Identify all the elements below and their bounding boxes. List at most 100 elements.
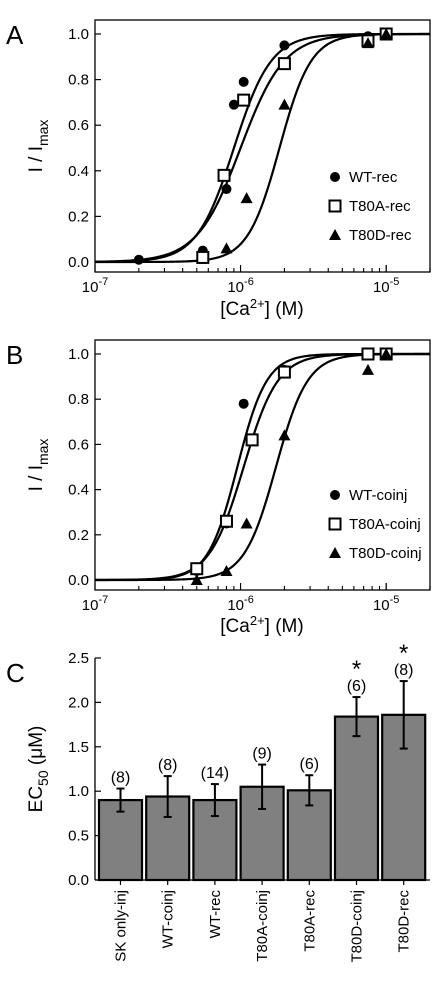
- n-label: (8): [394, 662, 414, 679]
- legend-label: T80D-rec: [349, 227, 412, 244]
- legend-marker: [330, 172, 340, 182]
- data-point: [133, 254, 144, 265]
- y-tick-label: 0.8: [68, 72, 89, 89]
- data-point: [221, 184, 232, 195]
- category-label: SK only-inj: [113, 890, 130, 962]
- n-label: (8): [158, 757, 178, 774]
- panel-c-y-axis: 0.0 0.5 1.0 1.5 2.0 2.5: [68, 650, 101, 889]
- panel-b-y-axis: 0.0 0.2 0.4 0.6 0.8 1.0: [68, 346, 101, 589]
- panel-b-legend: WT-coinj T80A-coinj T80D-coinj: [328, 487, 422, 562]
- panel-b-x-axis: 10-7 10-6 10-5: [82, 583, 431, 614]
- panel-b-x-axis-title: [Ca2+] (M): [220, 613, 303, 637]
- panel-a: A 0.0 0.2 0.4 0.6 0.8 1.0 10-7 10-6 10-5 WT-rec…: [6, 19, 431, 320]
- y-tick-label: 2.0: [68, 694, 89, 711]
- data-point: [240, 517, 253, 529]
- y-tick-label: 0.6: [68, 117, 89, 134]
- n-label: (6): [300, 756, 320, 773]
- panel-a-x-axis: 10-7 10-6 10-5: [82, 265, 431, 296]
- x-tick-label: 10-5: [373, 276, 399, 296]
- x-tick-label: 10-7: [82, 276, 108, 296]
- category-label: T80A-coinj: [254, 890, 271, 962]
- panel-b-plot-frame: [94, 339, 431, 591]
- panel-a-letter: A: [6, 20, 24, 50]
- y-tick-label: 0.2: [68, 527, 89, 544]
- bar: [97, 798, 144, 882]
- legend-marker: [329, 229, 341, 240]
- x-tick-label: 10-6: [227, 594, 253, 614]
- data-point: [228, 99, 239, 110]
- data-point: [380, 28, 393, 39]
- y-tick-label: 1.0: [68, 26, 89, 43]
- category-label: WT-coinj: [160, 890, 177, 948]
- legend-label: WT-coinj: [349, 487, 407, 504]
- y-tick-label: 0.4: [68, 482, 89, 499]
- significance-mark: *: [352, 656, 361, 683]
- panel-a-plot-frame: [94, 19, 431, 273]
- data-point: [277, 57, 291, 71]
- data-point: [240, 192, 253, 204]
- x-tick-label: 10-6: [227, 276, 253, 296]
- data-point: [217, 168, 231, 182]
- y-tick-label: 1.0: [68, 783, 89, 800]
- panel-b-data-points: [190, 347, 393, 585]
- data-point: [278, 98, 291, 110]
- y-tick-label: 0.2: [68, 208, 89, 225]
- category-label: WT-rec: [207, 890, 224, 939]
- data-point: [238, 398, 249, 409]
- data-point: [278, 429, 291, 441]
- data-point: [220, 242, 233, 254]
- legend-label: WT-rec: [349, 169, 398, 186]
- n-label: (9): [252, 746, 272, 763]
- panel-a-data-points: [133, 27, 393, 265]
- y-tick-label: 1.5: [68, 739, 89, 756]
- y-tick-label: 0.0: [68, 872, 89, 889]
- n-label: (6): [347, 678, 367, 695]
- n-label: (14): [201, 765, 229, 782]
- y-tick-label: 0.4: [68, 163, 89, 180]
- n-label: (8): [111, 770, 131, 787]
- legend-label: T80D-coinj: [349, 545, 422, 562]
- panel-c-category-labels: SK only-inj WT-coinj WT-rec T80A-coinj T80A-…: [113, 880, 413, 963]
- data-point: [219, 514, 233, 528]
- y-tick-label: 1.0: [68, 346, 89, 363]
- panel-b: B 0.0 0.2 0.4 0.6 0.8 1.0 10-7 10-6 10-5 WT-coi…: [6, 339, 431, 637]
- category-label: T80D-coinj: [349, 890, 366, 963]
- data-point: [277, 365, 291, 379]
- legend-label: T80A-rec: [349, 198, 411, 215]
- data-point: [220, 564, 233, 576]
- panel-a-legend: WT-rec T80A-rec T80D-rec: [328, 169, 412, 244]
- panel-c: C 0.0 0.5 1.0 1.5 2.0 2.5 (8) (8) (14) (9) (6) (6)…: [6, 640, 430, 963]
- y-tick-label: 0.8: [68, 391, 89, 408]
- panel-b-y-axis-title: I / Imax: [26, 439, 51, 492]
- legend-label: T80A-coinj: [349, 516, 421, 533]
- data-point: [190, 562, 204, 576]
- panel-c-bars: (8)(8) (14)(9)(6)(6)* (8)*: [97, 640, 427, 882]
- data-point: [361, 37, 374, 49]
- panel-a-x-axis-title: [Ca2+] (M): [220, 296, 303, 320]
- data-point: [245, 433, 259, 447]
- panel-c-y-axis-title: EC50 (μM): [26, 726, 51, 813]
- data-point: [190, 574, 203, 585]
- x-tick-label: 10-7: [82, 594, 108, 614]
- legend-marker: [330, 490, 340, 500]
- legend-marker: [329, 547, 341, 558]
- y-tick-label: 0.5: [68, 828, 89, 845]
- data-point: [380, 348, 393, 359]
- bar: [333, 715, 380, 882]
- data-point: [238, 76, 249, 87]
- y-tick-label: 0.0: [68, 572, 89, 589]
- data-point: [237, 93, 251, 107]
- legend-marker: [328, 199, 342, 213]
- panel-a-y-axis: 0.0 0.2 0.4 0.6 0.8 1.0: [68, 26, 101, 271]
- x-tick-label: 10-5: [373, 594, 399, 614]
- data-point: [361, 347, 375, 361]
- data-point: [196, 250, 210, 264]
- legend-marker: [328, 517, 342, 531]
- panel-c-letter: C: [6, 658, 25, 688]
- significance-mark: *: [399, 640, 408, 667]
- panel-b-letter: B: [6, 340, 23, 370]
- category-label: T80A-rec: [301, 890, 318, 952]
- y-tick-label: 0.6: [68, 436, 89, 453]
- y-tick-label: 2.5: [68, 650, 89, 667]
